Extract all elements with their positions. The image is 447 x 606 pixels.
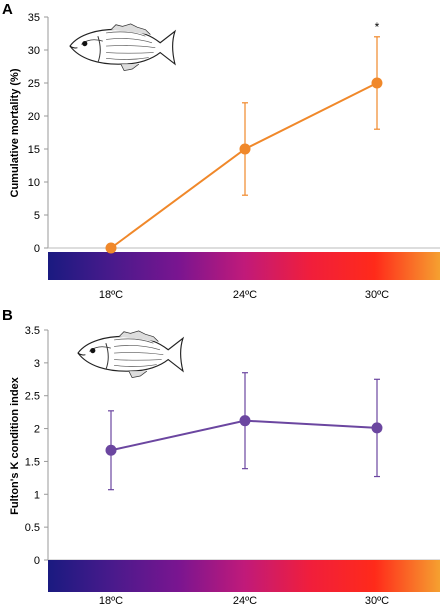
panel-b-label: B: [2, 307, 13, 324]
panel-b-y-tick-label: 3: [34, 358, 40, 370]
panel-a-y-tick-label: 5: [34, 210, 40, 222]
panel-a-y-tick-label: 0: [34, 243, 40, 255]
panel-a-y-tick-label: 30: [28, 45, 40, 57]
panel-b-y-tick-label: 2: [34, 424, 40, 436]
panel-a-data-point: [105, 242, 117, 254]
panel-b-y-tick-label: 1.5: [25, 456, 40, 468]
panel-a-data-point: [371, 77, 383, 89]
panel-a-x-category-label: 24ºC: [233, 289, 257, 301]
panel-b-x-category-label: 24ºC: [233, 595, 257, 606]
panel-b-x-category-label: 18ºC: [99, 595, 123, 606]
panel-b: B Fulton's K condition index 0 0.5 1 1.5 2 2.…: [2, 307, 440, 606]
panel-a-x-category-label: 30ºC: [365, 289, 389, 301]
panel-a-data-point: [239, 143, 251, 155]
fish-illustration-icon: [69, 23, 176, 72]
panel-b-y-tick-label: 2.5: [25, 391, 40, 403]
panel-a-y-tick-label: 15: [28, 144, 40, 156]
fish-illustration-icon: [77, 330, 184, 379]
panel-b-y-tick-label: 3.5: [25, 325, 40, 337]
panel-b-y-tick-label: 0.5: [25, 522, 40, 534]
panel-a-y-tick-label: 20: [28, 111, 40, 123]
panel-a-label: A: [2, 1, 13, 18]
panel-a-y-tick-label: 35: [28, 12, 40, 24]
panel-b-data-point: [239, 415, 251, 427]
panel-b-y-tick-label: 1: [34, 489, 40, 501]
panel-b-data-point: [371, 422, 383, 434]
panel-a-temperature-gradient-bar: [48, 252, 440, 280]
panel-b-temperature-gradient-bar: [48, 560, 440, 592]
panel-b-data-point: [105, 444, 117, 456]
panel-a-y-axis-label: Cumulative mortality (%): [9, 68, 21, 197]
panel-a-x-category-label: 18ºC: [99, 289, 123, 301]
panel-b-x-category-label: 30ºC: [365, 595, 389, 606]
panel-a-significance-annotation: *: [375, 20, 380, 34]
panel-a-y-tick-label: 25: [28, 78, 40, 90]
panel-b-y-tick-label: 0: [34, 555, 40, 567]
panel-b-y-axis-label: Fulton's K condition index: [9, 376, 21, 515]
panel-a: A Cumulative mortality (%) 0 5 10 15 20 25 30 3…: [2, 1, 440, 301]
panel-a-y-tick-label: 10: [28, 177, 40, 189]
panel-a-series-line: [110, 82, 378, 249]
